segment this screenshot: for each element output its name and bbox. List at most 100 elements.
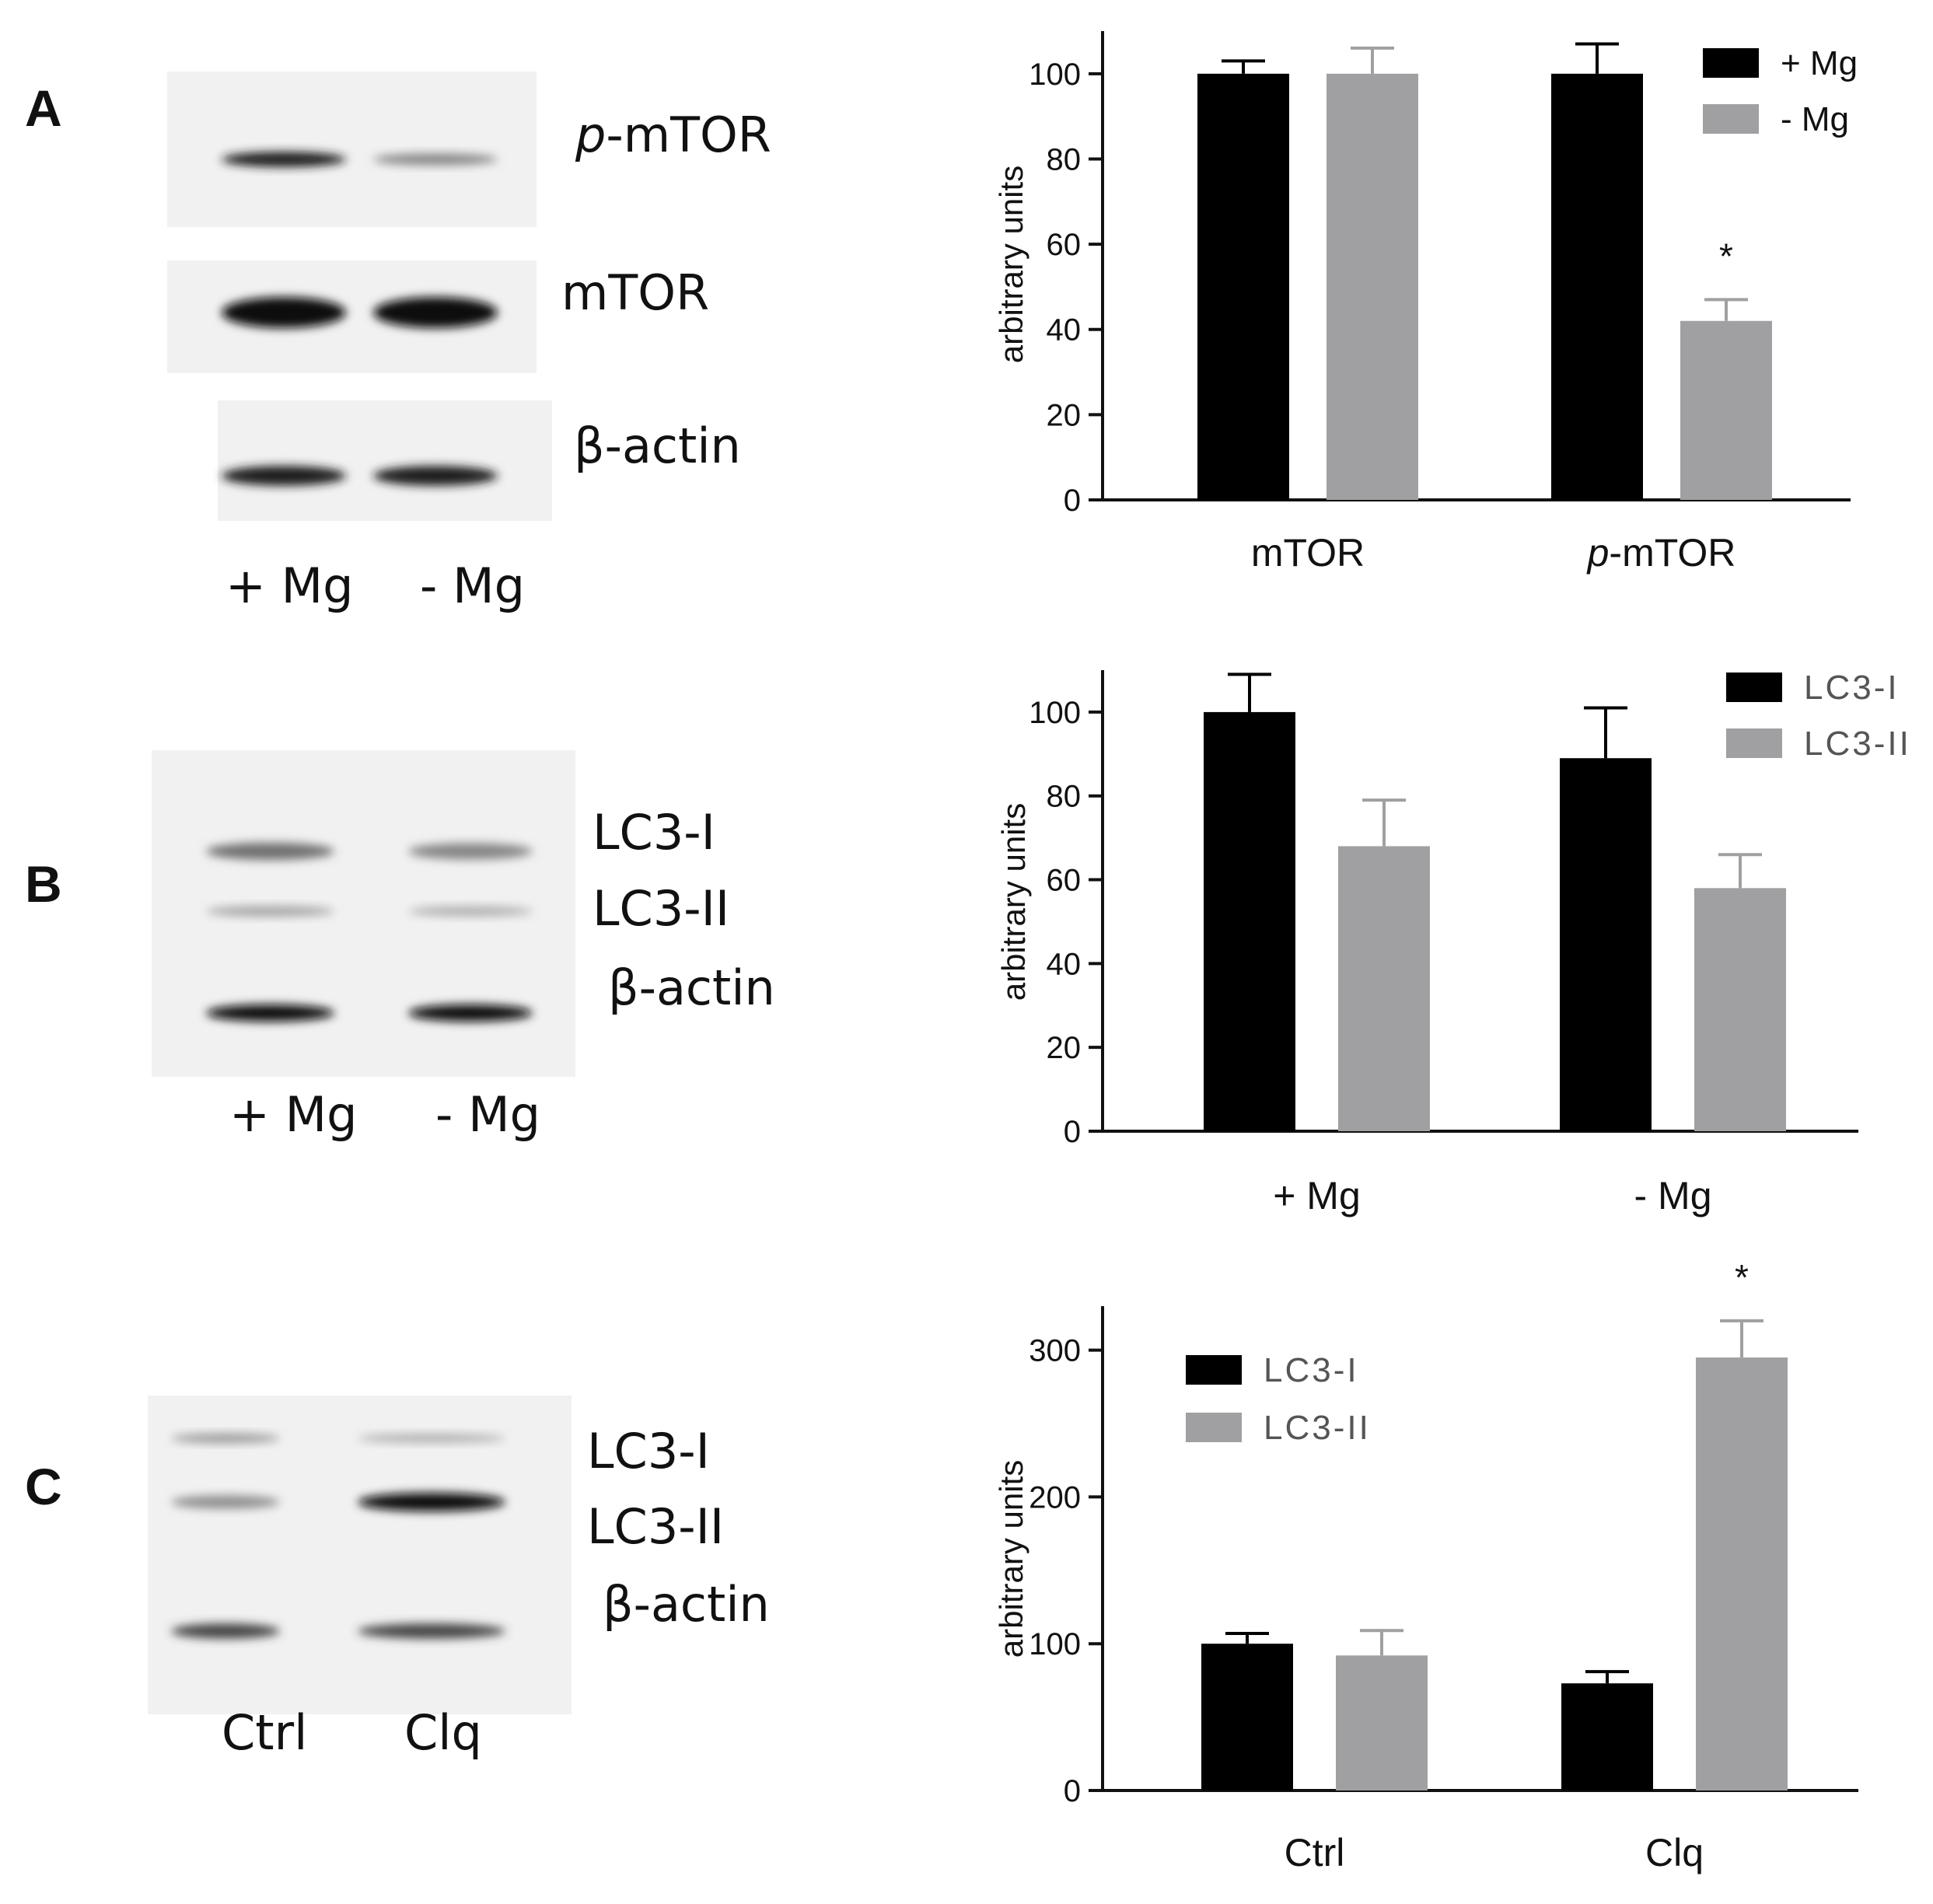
x-category-label: - Mg	[1634, 1174, 1712, 1218]
y-tick-label: 100	[1029, 696, 1081, 730]
x-category-label-rest-part: -mTOR	[1609, 531, 1736, 575]
legend-label: + Mg	[1781, 44, 1858, 82]
lane-label: + Mg	[229, 1086, 358, 1143]
band-label: p-mTOR	[575, 107, 771, 163]
blot-band	[206, 842, 334, 861]
band-label: β-actin	[574, 417, 741, 474]
blot-band	[206, 906, 334, 917]
blot-band	[373, 153, 498, 166]
legend-swatch	[1703, 104, 1759, 134]
bar-chart-1: 0 20 40 60 80 100 arbitrary units mTOR p-mTOR * + …	[993, 31, 1858, 575]
legend-label: LC3-I	[1264, 1351, 1359, 1389]
y-tick-label: 100	[1029, 58, 1081, 92]
blot-band	[408, 843, 533, 860]
band-label: LC3-II	[592, 880, 729, 937]
band-label: LC3-II	[587, 1498, 724, 1555]
y-tick-label: 0	[1064, 484, 1081, 518]
bar	[1696, 1357, 1788, 1790]
band-label-rest-part: -mTOR	[606, 107, 771, 163]
y-tick-label: 60	[1047, 864, 1082, 898]
blot-band	[171, 1495, 280, 1509]
x-category-label: Clq	[1645, 1831, 1704, 1874]
bar	[1197, 73, 1289, 501]
legend-label: LC3-II	[1804, 725, 1911, 763]
y-tick-label: 40	[1047, 313, 1082, 348]
x-category-label: + Mg	[1273, 1174, 1361, 1218]
legend: LC3-I LC3-II	[1726, 669, 1911, 763]
lane-label: Ctrl	[222, 1704, 307, 1761]
bar	[1561, 1683, 1653, 1790]
blot-band	[373, 297, 498, 328]
y-tick-label: 20	[1047, 1031, 1082, 1065]
bar-chart-3: 0 100 200 300 arbitrary units Ctrl Clq * LC3-I LC…	[993, 1257, 1858, 1874]
y-axis-label: arbitrary units	[993, 1460, 1029, 1658]
western-blot-panel-b: B LC3-I LC3-II β-actin + Mg - Mg	[25, 750, 775, 1143]
legend-label: LC3-II	[1264, 1409, 1371, 1447]
y-tick-label: 40	[1047, 947, 1082, 981]
legend-swatch	[1726, 673, 1782, 702]
significance-asterisk: *	[1719, 236, 1733, 276]
blot-membrane	[218, 400, 552, 521]
blot-band	[358, 1434, 505, 1443]
band-label: β-actin	[603, 1576, 770, 1633]
bar	[1680, 320, 1772, 500]
blot-band	[171, 1433, 280, 1444]
legend-label: - Mg	[1781, 100, 1849, 138]
bar	[1327, 73, 1418, 501]
band-label: β-actin	[608, 959, 775, 1016]
y-tick-label: 80	[1047, 780, 1082, 814]
legend-swatch	[1186, 1355, 1242, 1385]
legend-label: LC3-I	[1804, 669, 1900, 707]
band-label-italic-part: p	[575, 107, 606, 163]
x-category-label: mTOR	[1251, 531, 1365, 575]
lane-label: - Mg	[435, 1086, 540, 1143]
panel-letter: A	[25, 79, 62, 137]
blot-band	[222, 152, 346, 167]
y-tick-label: 200	[1029, 1480, 1081, 1514]
bar	[1204, 711, 1295, 1131]
x-category-label: Ctrl	[1285, 1831, 1345, 1874]
y-tick-label: 100	[1029, 1627, 1081, 1661]
y-tick-label: 20	[1047, 398, 1082, 432]
legend: + Mg - Mg	[1703, 44, 1858, 138]
bar	[1694, 888, 1786, 1131]
panel-letter: B	[25, 855, 62, 913]
blot-band	[171, 1623, 280, 1639]
blot-membrane	[167, 72, 537, 227]
blot-band	[358, 1493, 505, 1511]
bar	[1560, 758, 1652, 1131]
bar	[1201, 1644, 1293, 1790]
bar	[1336, 1655, 1428, 1790]
blot-band	[408, 1004, 533, 1022]
legend-swatch	[1186, 1413, 1242, 1442]
y-axis-label: arbitrary units	[995, 803, 1032, 1001]
legend-swatch	[1726, 728, 1782, 758]
y-tick-label: 60	[1047, 228, 1082, 262]
significance-asterisk: *	[1735, 1257, 1749, 1298]
y-tick-label: 300	[1029, 1334, 1081, 1368]
blot-band	[408, 906, 533, 917]
band-label: LC3-I	[592, 804, 715, 861]
bar-chart-2: 0 20 40 60 80 100 arbitrary units + Mg - Mg LC3-I…	[995, 669, 1911, 1218]
y-tick-label: 0	[1064, 1774, 1081, 1808]
blot-band	[373, 466, 498, 486]
lane-label: Clq	[404, 1704, 482, 1761]
band-label: mTOR	[561, 264, 709, 321]
blot-membrane	[148, 1396, 572, 1714]
blot-band	[222, 466, 346, 486]
blot-band	[358, 1623, 505, 1639]
y-tick-label: 80	[1047, 142, 1082, 176]
y-tick-label: 0	[1064, 1115, 1081, 1149]
legend-swatch	[1703, 48, 1759, 78]
blot-band	[222, 297, 346, 328]
western-blot-panel-c: C LC3-I LC3-II β-actin Ctrl Clq	[25, 1396, 770, 1761]
x-category-label-italic-part: p	[1586, 531, 1610, 575]
lane-label: + Mg	[225, 557, 354, 614]
blot-band	[206, 1004, 334, 1022]
bar	[1551, 73, 1643, 501]
lane-label: - Mg	[420, 557, 525, 614]
x-category-label: p-mTOR	[1586, 531, 1736, 575]
bar	[1338, 846, 1430, 1131]
